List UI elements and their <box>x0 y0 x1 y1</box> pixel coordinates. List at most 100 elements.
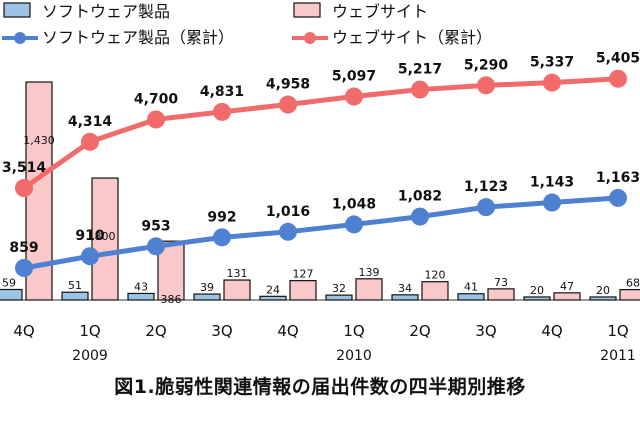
point-website-cumulative-1 <box>81 132 99 151</box>
point-label-website-cumulative-9: 5,405 <box>596 51 640 67</box>
legend-label-2: ソフトウェア製品（累計） <box>42 28 234 47</box>
bar-software-1 <box>61 291 89 301</box>
line-website-cumulative <box>22 76 619 191</box>
point-label-website-cumulative-8: 5,337 <box>530 55 574 71</box>
point-software-cumulative-7 <box>477 198 495 217</box>
bar-website-6 <box>421 281 449 301</box>
bar-software-7 <box>457 293 485 301</box>
point-label-software-cumulative-8: 1,143 <box>530 175 574 191</box>
legend-label-0: ソフトウェア製品 <box>42 2 170 21</box>
bar-website-4 <box>289 280 317 301</box>
point-website-cumulative-6 <box>411 80 429 99</box>
point-label-website-cumulative-6: 5,217 <box>398 62 442 78</box>
bar-software-8 <box>523 296 551 301</box>
point-label-website-cumulative-0: 3,514 <box>2 160 47 176</box>
bar-website-label-3: 131 <box>227 267 248 280</box>
chart-caption: 図1.脆弱性関連情報の届出件数の四半期別推移 <box>114 376 526 398</box>
bar-website-label-2: 386 <box>161 293 182 306</box>
bar-software-5 <box>325 294 353 301</box>
bar-software-label-4: 24 <box>266 283 280 296</box>
bar-website-label-4: 127 <box>293 268 314 281</box>
legend-marker-3 <box>304 32 316 44</box>
x-tick-label-0: 4Q <box>13 322 34 340</box>
point-software-cumulative-3 <box>213 228 231 247</box>
bar-software-label-6: 34 <box>398 282 412 295</box>
bar-software-label-2: 43 <box>134 280 148 293</box>
point-software-cumulative-1 <box>81 247 99 266</box>
x-tick-label-4: 4Q <box>277 322 298 340</box>
line-software-cumulative <box>23 195 619 271</box>
bar-website-label-9: 68 <box>626 277 640 290</box>
point-software-cumulative-2 <box>147 237 165 256</box>
bar-website-5 <box>355 278 383 301</box>
bar-software-label-0: 59 <box>2 276 16 289</box>
x-tick-label-7: 3Q <box>475 322 496 340</box>
legend-label-3: ウェブサイト（累計） <box>332 28 492 47</box>
bar-software-label-3: 39 <box>200 281 214 294</box>
legend-swatch-0 <box>3 2 31 18</box>
point-label-website-cumulative-4: 4,958 <box>266 77 310 93</box>
bar-software-label-1: 51 <box>68 279 82 292</box>
bar-website-label-0: 1,430 <box>23 134 55 147</box>
point-label-software-cumulative-9: 1,163 <box>596 170 640 186</box>
bar-software-label-7: 41 <box>464 281 478 294</box>
bar-website-8 <box>553 292 581 301</box>
bar-website-label-1: 800 <box>95 230 116 243</box>
point-software-cumulative-0 <box>15 259 33 277</box>
bar-software-2 <box>127 292 155 301</box>
point-label-website-cumulative-3: 4,831 <box>200 84 244 100</box>
point-label-software-cumulative-0: 859 <box>9 240 38 256</box>
point-label-software-cumulative-7: 1,123 <box>464 179 508 195</box>
year-label-1: 2010 <box>336 348 372 364</box>
bar-software-label-8: 20 <box>530 284 544 297</box>
point-software-cumulative-6 <box>411 207 429 226</box>
point-software-cumulative-8 <box>543 193 561 212</box>
legend-swatch-1 <box>293 2 321 18</box>
point-website-cumulative-9 <box>609 69 627 88</box>
point-website-cumulative-0 <box>15 179 33 197</box>
x-tick-label-5: 1Q <box>343 322 364 340</box>
point-website-cumulative-4 <box>279 95 297 114</box>
point-website-cumulative-3 <box>213 102 231 121</box>
point-website-cumulative-5 <box>345 87 363 106</box>
bar-website-9 <box>619 289 640 301</box>
bar-software-4 <box>259 295 287 301</box>
point-label-software-cumulative-1: 910 <box>75 228 104 244</box>
point-website-cumulative-2 <box>147 110 165 129</box>
point-software-cumulative-4 <box>279 222 297 241</box>
legend-marker-2 <box>14 32 26 44</box>
point-label-software-cumulative-3: 992 <box>207 209 236 225</box>
point-label-website-cumulative-1: 4,314 <box>68 114 113 130</box>
point-label-software-cumulative-2: 953 <box>141 218 170 234</box>
point-software-cumulative-9 <box>609 188 627 207</box>
x-tick-label-3: 3Q <box>211 322 232 340</box>
bar-software-3 <box>193 293 221 301</box>
bar-website-label-7: 73 <box>494 276 508 289</box>
bar-website-7 <box>487 288 515 301</box>
x-tick-label-1: 1Q <box>79 322 100 340</box>
point-label-software-cumulative-4: 1,016 <box>266 204 310 220</box>
bar-software-6 <box>391 294 419 301</box>
point-software-cumulative-5 <box>345 215 363 234</box>
bar-website-1 <box>91 177 119 301</box>
year-label-2: 2011 <box>600 348 636 364</box>
x-tick-label-2: 2Q <box>145 322 166 340</box>
year-label-0: 2009 <box>72 348 108 364</box>
point-label-software-cumulative-5: 1,048 <box>332 196 376 212</box>
x-tick-label-8: 4Q <box>541 322 562 340</box>
point-label-website-cumulative-7: 5,290 <box>464 57 509 73</box>
bar-website-label-6: 120 <box>425 269 446 282</box>
legend-label-1: ウェブサイト <box>332 2 428 21</box>
point-website-cumulative-8 <box>543 73 561 92</box>
x-tick-label-6: 2Q <box>409 322 430 340</box>
bar-website-label-5: 139 <box>359 266 380 279</box>
bar-software-label-5: 32 <box>332 282 346 295</box>
point-label-software-cumulative-6: 1,082 <box>398 189 442 205</box>
bar-software-label-9: 20 <box>596 284 610 297</box>
bar-website-3 <box>223 279 251 301</box>
bar-website-label-8: 47 <box>560 280 574 293</box>
x-tick-label-9: 1Q <box>607 322 628 340</box>
point-label-website-cumulative-5: 5,097 <box>332 69 376 85</box>
point-website-cumulative-7 <box>477 76 495 95</box>
